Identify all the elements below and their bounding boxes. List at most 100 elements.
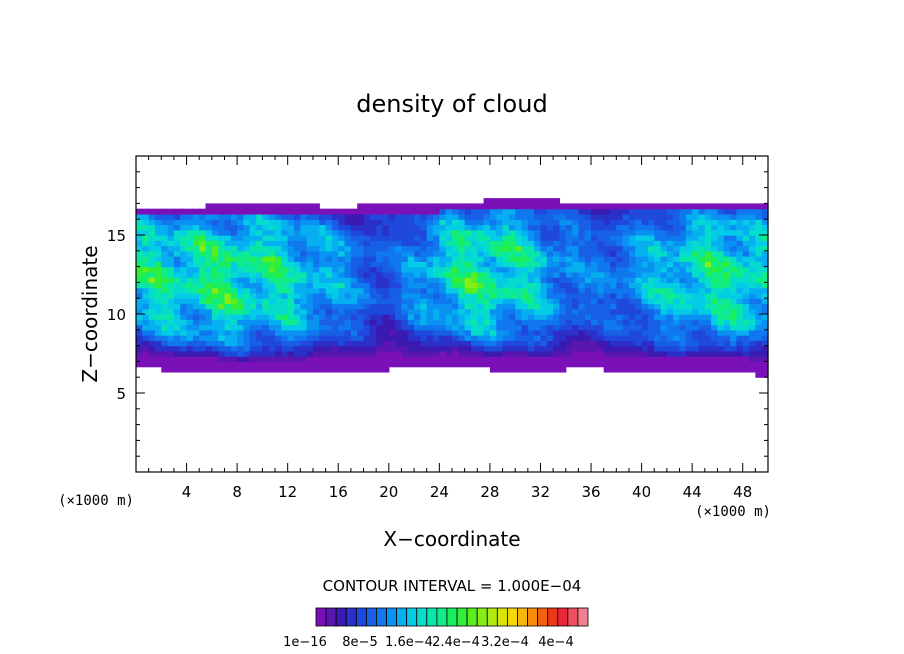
density-cell [559, 261, 567, 268]
density-cell [717, 308, 725, 315]
density-cell [205, 245, 213, 252]
density-cell [458, 314, 466, 320]
density-cell [666, 256, 674, 262]
density-cell [350, 345, 358, 352]
density-cell [205, 292, 213, 299]
density-cell [635, 235, 643, 241]
density-cell [584, 345, 592, 352]
density-cell [483, 298, 491, 305]
density-cell [730, 219, 737, 226]
density-cell [755, 329, 763, 336]
density-cell [376, 340, 384, 347]
density-cell [685, 366, 693, 373]
density-cell [489, 235, 497, 241]
density-cell [761, 303, 769, 310]
density-cell [679, 250, 687, 257]
density-cell [692, 361, 700, 368]
density-cell [173, 335, 181, 341]
density-cell [521, 345, 529, 352]
density-cell [357, 361, 365, 368]
density-cell [666, 345, 674, 352]
density-cell [154, 208, 162, 215]
density-cell [508, 356, 516, 362]
density-cell [395, 213, 403, 220]
density-cell [312, 340, 320, 347]
density-cell [578, 340, 586, 347]
density-cell [521, 240, 529, 247]
density-cell [312, 324, 320, 331]
density-cell [407, 229, 415, 236]
density-cell [673, 298, 681, 305]
density-cell [717, 213, 725, 220]
density-cell [237, 277, 245, 283]
density-cell [470, 340, 478, 347]
density-cell [565, 219, 573, 226]
density-cell [704, 324, 712, 331]
density-cell [319, 266, 327, 273]
density-cell [610, 361, 617, 368]
density-cell [730, 224, 737, 231]
density-cell [458, 219, 466, 226]
density-cell [679, 308, 687, 315]
density-cell [704, 224, 712, 231]
density-cell [553, 250, 561, 257]
colorbar-label: 4e−4 [538, 635, 573, 650]
density-cell [508, 235, 516, 241]
density-cell [565, 213, 573, 220]
density-cell [256, 229, 263, 236]
density-cell [275, 298, 282, 305]
density-cell [350, 303, 358, 310]
density-cell [685, 303, 693, 310]
density-cell [698, 292, 706, 299]
density-cell [414, 203, 421, 210]
density-cell [142, 245, 150, 252]
density-cell [148, 298, 156, 305]
density-cell [711, 282, 719, 289]
density-cell [136, 298, 143, 305]
density-cell [647, 314, 655, 320]
density-cell [401, 256, 409, 262]
density-cell [376, 361, 384, 368]
density-cell [262, 350, 270, 357]
density-cell [300, 282, 308, 289]
density-cell [382, 213, 390, 220]
density-cell [527, 329, 535, 336]
density-cell [287, 229, 295, 236]
density-cell [167, 314, 175, 320]
density-cell [180, 287, 188, 294]
density-cell [192, 366, 200, 373]
density-cell [275, 208, 282, 215]
density-cell [559, 292, 567, 299]
density-cell [388, 203, 396, 210]
density-cell [660, 245, 668, 252]
density-cell [350, 235, 358, 241]
density-cell [458, 208, 466, 215]
density-cell [224, 282, 232, 289]
density-cell [211, 314, 219, 320]
density-cell [628, 324, 636, 331]
density-cell [641, 324, 649, 331]
density-cell [388, 240, 396, 247]
density-cell [192, 361, 200, 368]
density-cell [597, 271, 605, 278]
density-cell [704, 261, 712, 268]
density-cell [559, 361, 567, 368]
density-cell [742, 319, 750, 326]
density-cell [268, 298, 276, 305]
density-cell [749, 256, 756, 262]
density-cell [502, 250, 510, 257]
density-cell [388, 361, 396, 368]
density-cell [306, 287, 314, 294]
density-cell [749, 213, 756, 220]
density-cell [249, 366, 257, 373]
density-cell [559, 256, 567, 262]
density-cell [136, 235, 143, 241]
density-cell [616, 350, 624, 357]
density-cell [559, 240, 567, 247]
density-cell [553, 213, 561, 220]
density-cell [180, 240, 188, 247]
density-cell [180, 303, 188, 310]
density-cell [540, 308, 548, 315]
density-cell [287, 271, 295, 278]
density-cell [717, 277, 725, 283]
